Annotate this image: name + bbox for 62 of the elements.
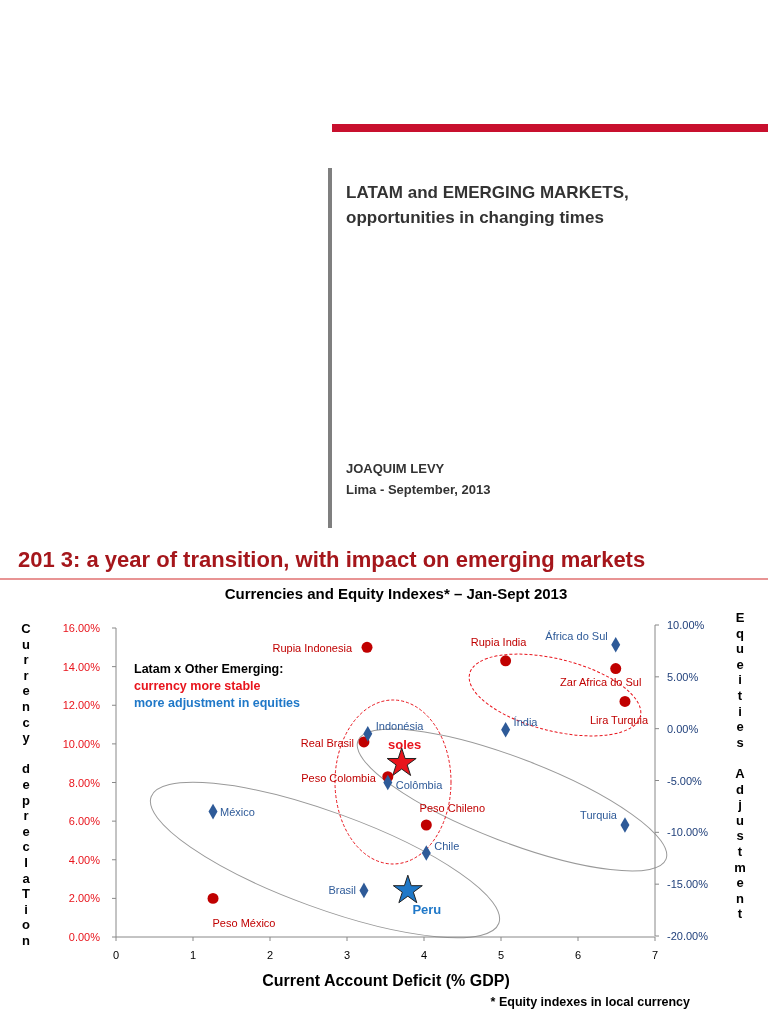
chart-title: 201 3: a year of transition, with impact on emerging markets [18,547,646,572]
series-label: Zar Africa do Sul [560,675,642,688]
series-label: Rupia Indonesia [272,642,353,655]
text: Lima - September, 2013 [346,482,491,497]
series-label: México [220,805,255,818]
y-tick-label: 0.00% [68,931,101,943]
series-label: soles [388,737,422,753]
series-label: Peso Chileno [419,801,486,814]
y-tick-label: 14.00% [62,660,101,673]
point [207,892,219,904]
y2-tick-label: -5.00% [667,774,703,787]
y-tick-label: 2.00% [68,892,101,905]
point [610,663,622,675]
point [386,747,417,776]
x-tick-label: 5 [497,949,505,961]
annotation: more adjustment in equities [134,696,301,710]
x-axis-title: Current Account Deficit (% GDP) [262,972,510,989]
y-tick-label: 16.00% [62,622,101,634]
y2-tick-label: -10.00% [667,826,709,839]
series-label: Rupia India [470,635,528,648]
y-tick-label: 4.00% [68,853,101,866]
y-tick-label: 6.00% [68,815,101,828]
series-label: Chile [434,840,460,853]
y2-tick-label: 10.00% [667,619,705,631]
annotation: Latam x Other Emerging: [134,662,284,676]
y-tick-label: 12.00% [62,699,101,712]
series-label: Peru [412,902,442,918]
series-label: Lira Turquia [589,714,649,727]
series-label: Colômbia [395,778,444,791]
chart-subtitle: Currencies and Equity Indexes* – Jan-Sept 2013 [224,585,568,602]
x-tick-label: 6 [574,949,582,961]
y2-tick-label: 5.00% [667,670,699,683]
point [361,641,373,653]
x-tick-label: 3 [343,949,351,961]
point [619,695,631,707]
x-tick-label: 2 [266,949,274,961]
y2-tick-label: -15.00% [667,878,709,891]
text: LATAM and EMERGING MARKETS, opportunities in changing times [346,183,629,227]
x-tick-label: 4 [420,949,428,961]
y-tick-label: 10.00% [62,737,101,750]
text: Currency deprecIaTion [21,621,31,948]
text: * Equity indexes in local currency [490,995,691,1009]
point [392,874,423,904]
annotation: currency more stable [134,679,261,693]
text: JOAQUIM LEVY [346,461,445,476]
y-tick-label: 8.00% [68,776,101,789]
series-label: Índia [513,715,539,728]
series-label: Peso México [212,917,276,930]
y2-tick-label: -20.00% [667,930,709,942]
x-tick-label: 1 [189,949,197,961]
series-label: Real Brasil [300,736,354,749]
series-label: Turquia [580,809,618,822]
x-tick-label: 7 [651,949,659,961]
series-label: Indonésia [375,719,425,732]
series-label: Brasil [328,884,356,897]
x-tick-label: 0 [112,949,120,961]
text: Equeities Adjustment [734,610,746,922]
series-label: África do Sul [545,629,608,642]
point [500,655,512,667]
point [420,819,432,831]
series-label: Peso Colombia [301,771,377,784]
y2-tick-label: 0.00% [667,722,699,735]
